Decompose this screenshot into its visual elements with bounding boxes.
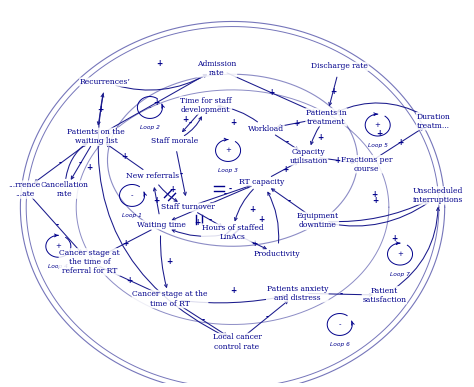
Text: +: + (154, 98, 160, 107)
Text: -: - (339, 290, 342, 299)
Text: Loop 6: Loop 6 (330, 342, 350, 348)
Text: +: + (122, 239, 128, 248)
Text: +: + (250, 205, 256, 214)
Text: +: + (121, 152, 128, 161)
Text: Cancer stage at
the time of
referral for RT: Cancer stage at the time of referral for… (59, 249, 120, 275)
Text: Loop 2: Loop 2 (140, 125, 160, 130)
Text: Waiting time: Waiting time (137, 221, 185, 229)
Text: +: + (87, 163, 93, 172)
Text: +: + (318, 134, 324, 142)
Text: Patients on the
waiting list: Patients on the waiting list (67, 128, 125, 146)
Text: Discharge rate: Discharge rate (311, 62, 368, 70)
Text: +: + (391, 234, 397, 243)
Text: Time for staff
development: Time for staff development (180, 97, 231, 114)
Text: Capacity
utilisation: Capacity utilisation (289, 148, 328, 165)
Text: +: + (375, 122, 381, 128)
Text: -: - (223, 190, 226, 199)
Text: New referrals: New referrals (126, 172, 179, 180)
Text: -: - (131, 192, 133, 199)
Text: +: + (225, 147, 231, 154)
Text: -: - (286, 138, 289, 147)
Text: -: - (265, 313, 269, 322)
Text: Unscheduled
interruptions: Unscheduled interruptions (413, 187, 463, 204)
Text: -: - (189, 119, 191, 128)
Text: +: + (167, 257, 173, 266)
Text: -: - (55, 221, 59, 230)
Text: +: + (156, 58, 162, 67)
Text: Patients in
treatment: Patients in treatment (306, 109, 346, 126)
Text: +: + (373, 196, 379, 205)
Text: Staff morale: Staff morale (151, 137, 198, 145)
Text: +: + (334, 156, 341, 165)
Text: Staff turnover: Staff turnover (161, 203, 215, 211)
Text: RT capacity: RT capacity (239, 178, 284, 186)
Text: +: + (55, 243, 61, 249)
Text: +: + (98, 105, 104, 114)
Text: +: + (258, 215, 264, 224)
Text: Loop 5: Loop 5 (368, 143, 388, 148)
Text: +: + (170, 185, 176, 194)
Text: Equipment
downtime: Equipment downtime (296, 212, 338, 229)
Text: Loop 7: Loop 7 (390, 272, 410, 277)
Text: -: - (229, 185, 232, 194)
Text: Cancer stage at the
time of RT: Cancer stage at the time of RT (132, 291, 208, 308)
Text: -: - (210, 199, 213, 208)
Text: ...rrence
...ate: ...rrence ...ate (9, 181, 41, 198)
Text: -: - (180, 170, 183, 178)
Text: Duration
treatm...: Duration treatm... (417, 113, 450, 130)
Text: Productivity: Productivity (254, 250, 301, 258)
Text: +: + (371, 190, 377, 199)
Text: Hours of staffed
LinAcs: Hours of staffed LinAcs (201, 224, 264, 241)
Text: +: + (282, 164, 288, 173)
Text: Loop 3: Loop 3 (218, 168, 238, 173)
Text: +: + (154, 196, 160, 205)
Text: +: + (330, 87, 336, 96)
Text: Loop 4: Loop 4 (48, 264, 68, 269)
Text: +: + (127, 276, 133, 285)
Text: +: + (230, 118, 237, 127)
Text: Workload: Workload (248, 125, 284, 133)
Text: Loop 1: Loop 1 (122, 214, 142, 218)
Text: +: + (397, 251, 403, 257)
Text: +: + (268, 88, 275, 97)
Text: -: - (209, 216, 212, 224)
Text: Patients anxiety
and distress: Patients anxiety and distress (266, 284, 328, 302)
Text: +: + (252, 239, 258, 248)
Text: -: - (79, 159, 82, 168)
Text: +: + (397, 138, 403, 147)
Text: -: - (202, 316, 205, 325)
Text: Admission
rate: Admission rate (197, 60, 237, 77)
Text: Fractions per
course: Fractions per course (341, 156, 392, 173)
Text: -: - (149, 104, 151, 110)
Text: -: - (338, 322, 341, 327)
Text: +: + (194, 218, 201, 227)
Text: -: - (288, 197, 291, 206)
Text: +: + (230, 286, 237, 295)
Text: Recurrences’: Recurrences’ (80, 78, 131, 86)
Text: -: - (59, 159, 62, 168)
Text: Patient
satisfaction: Patient satisfaction (362, 286, 407, 304)
Text: +: + (293, 119, 299, 128)
Text: Cancellation
rate: Cancellation rate (41, 181, 89, 198)
Text: Local cancer
control rate: Local cancer control rate (212, 334, 262, 351)
Text: +: + (182, 115, 188, 124)
Text: +: + (376, 129, 383, 138)
